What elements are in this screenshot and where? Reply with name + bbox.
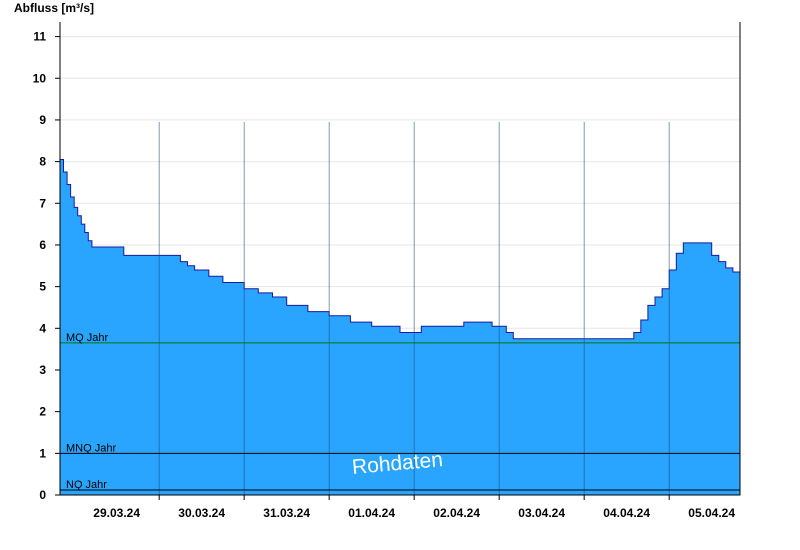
reference-label-3: NQ Jahr xyxy=(66,479,107,491)
x-tick-label-7: 04.04.24 xyxy=(603,506,650,520)
y-tick-label-2: 2 xyxy=(39,405,46,419)
reference-label-1: MQ Jahr xyxy=(66,332,109,344)
x-tick-label-2: 30.03.24 xyxy=(178,506,225,520)
x-tick-label-8: 05.04.24 xyxy=(688,506,735,520)
x-tick-label-5: 02.04.24 xyxy=(433,506,480,520)
reference-label-2: MNQ Jahr xyxy=(66,442,116,454)
y-tick-label-9: 9 xyxy=(39,113,46,127)
y-tick-label-11: 11 xyxy=(33,30,46,44)
y-tick-label-4: 4 xyxy=(39,321,46,335)
y-tick-label-3: 3 xyxy=(39,363,46,377)
y-tick-label-6: 6 xyxy=(39,238,46,252)
x-tick-label-6: 03.04.24 xyxy=(518,506,565,520)
y-tick-label-8: 8 xyxy=(39,155,46,169)
x-tick-label-1: 29.03.24 xyxy=(93,506,140,520)
y-axis-label: Abfluss [m³/s] xyxy=(14,1,95,15)
y-tick-label-10: 10 xyxy=(33,71,47,85)
x-tick-label-4: 01.04.24 xyxy=(348,506,395,520)
discharge-area xyxy=(59,159,741,496)
x-tick-label-3: 31.03.24 xyxy=(263,506,310,520)
y-tick-label-7: 7 xyxy=(39,196,46,210)
y-tick-label-0: 0 xyxy=(39,488,46,502)
y-tick-label-5: 5 xyxy=(39,280,46,294)
y-tick-label-1: 1 xyxy=(39,446,46,460)
